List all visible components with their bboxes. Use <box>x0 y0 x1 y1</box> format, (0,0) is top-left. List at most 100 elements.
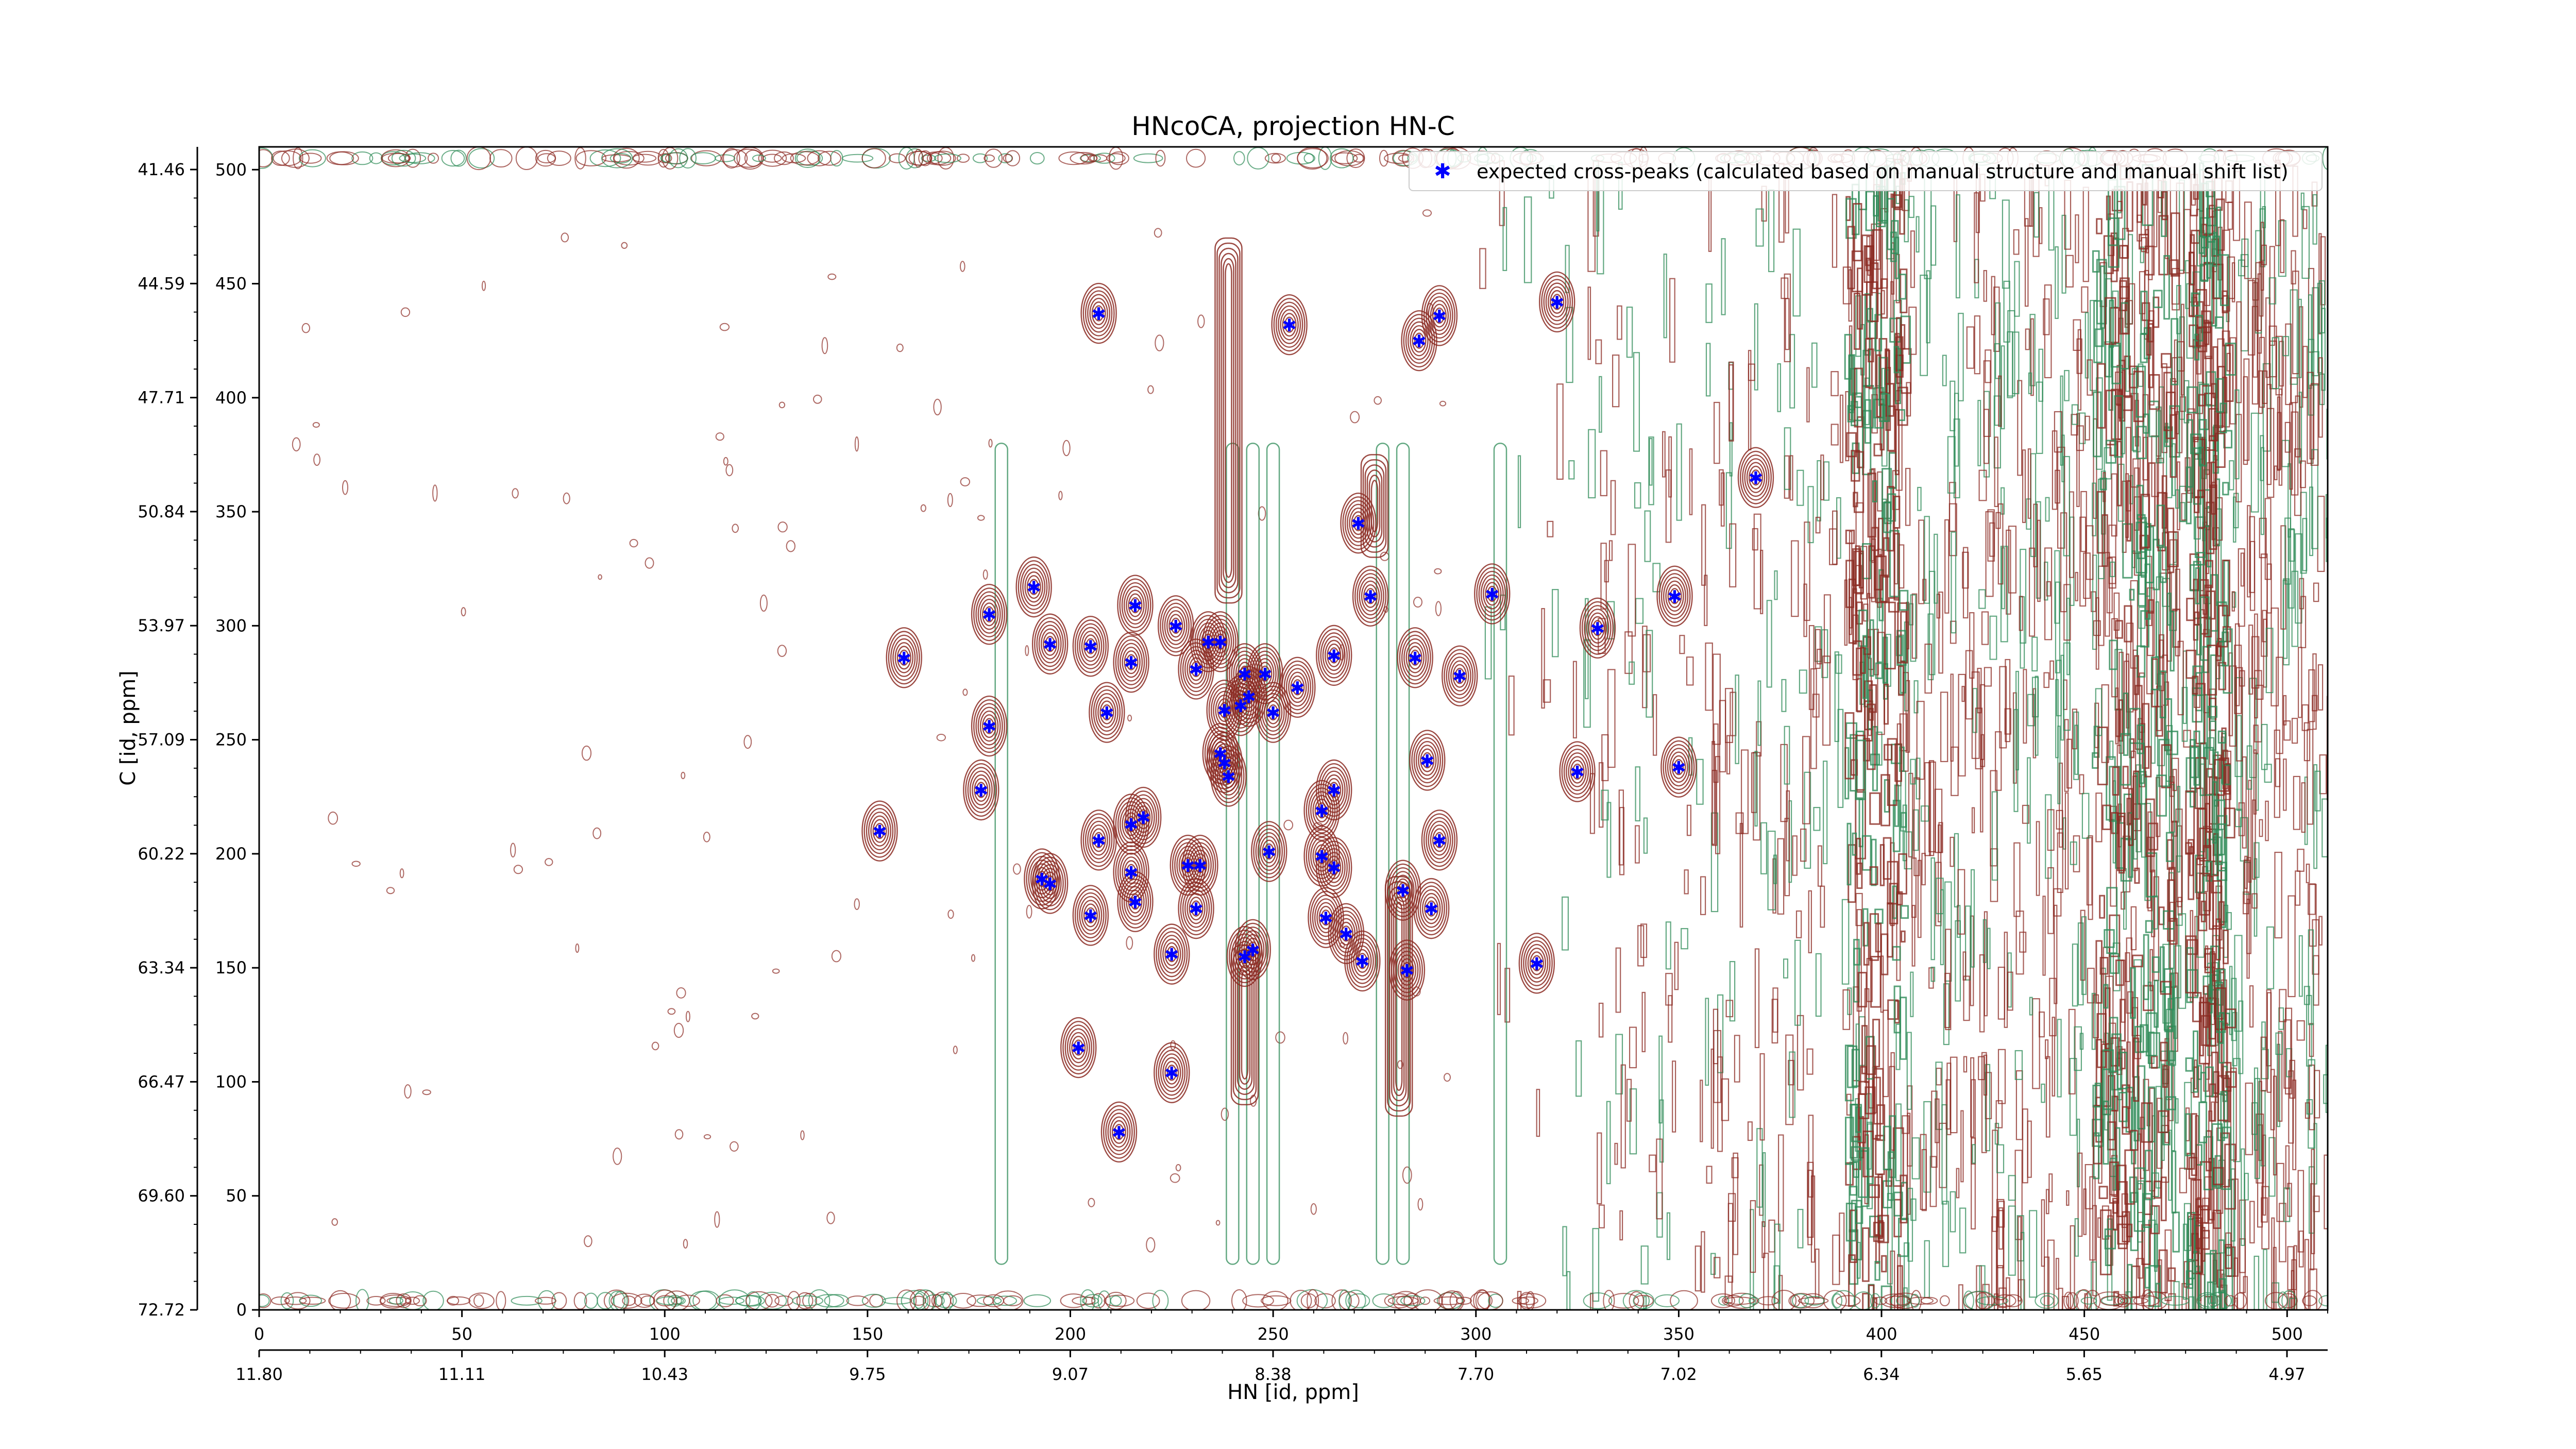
band-contour <box>2167 998 2176 1062</box>
speck-contour <box>725 464 734 477</box>
noise-contour <box>2295 533 2302 624</box>
noise-contour <box>2018 1216 2022 1302</box>
noise-contour <box>2272 337 2280 390</box>
edge-contour <box>1771 1290 1797 1310</box>
band-contour <box>2137 724 2145 754</box>
noise-contour <box>1755 208 1764 247</box>
speck-contour <box>947 909 954 919</box>
band-contour <box>2185 935 2197 993</box>
edge-contour <box>1384 1293 1413 1309</box>
contour-ring <box>1233 694 1248 718</box>
noise-contour <box>1665 973 1673 1006</box>
contour-ring <box>1111 1120 1126 1144</box>
noise-contour <box>1599 376 1602 433</box>
noise-contour <box>1971 1079 1976 1165</box>
noise-contour <box>2251 636 2260 689</box>
noise-contour <box>1979 954 1985 1033</box>
contour-ring <box>1213 690 1236 730</box>
contour-blob <box>1401 310 1437 372</box>
edge-contour <box>1089 154 1108 162</box>
contour-ring <box>1550 290 1565 314</box>
cross-peak-marker: ✱ <box>1671 758 1686 779</box>
edge-contour <box>2114 1294 2131 1308</box>
band-contour <box>2119 245 2128 259</box>
cross-peak-marker: ✱ <box>1420 751 1435 772</box>
contour-ring <box>1357 573 1384 619</box>
contour-ring <box>1154 1042 1190 1103</box>
contour-ring <box>1089 824 1108 856</box>
speck-contour <box>328 811 338 825</box>
speck-contour <box>1127 714 1132 722</box>
noise-contour <box>1568 460 1575 480</box>
noise-contour <box>2043 298 2050 335</box>
noise-contour <box>2106 557 2113 614</box>
noise-contour <box>2172 268 2180 311</box>
x-ppm-tick-label: 4.97 <box>2268 1364 2305 1384</box>
noise-contour <box>1832 510 1838 565</box>
contour-ring <box>1083 634 1098 659</box>
edge-contour <box>355 1289 369 1310</box>
band-contour <box>1893 533 1900 601</box>
noise-contour <box>1629 661 1635 685</box>
noise-contour <box>1601 789 1609 821</box>
contour-ring <box>1327 643 1342 667</box>
edge-contour <box>1449 1291 1464 1310</box>
contour-ring <box>1069 1032 1088 1064</box>
edge-contour <box>1060 1293 1087 1308</box>
noise-contour <box>2066 738 2072 789</box>
edge-contour <box>280 1292 294 1309</box>
band-contour <box>1846 822 1852 886</box>
contour-ring <box>1083 903 1098 928</box>
noise-contour <box>2234 645 2242 714</box>
noise-contour <box>1808 1115 1814 1198</box>
noise-contour <box>1705 283 1713 323</box>
band-contour <box>1880 774 1890 827</box>
band-contour <box>2151 1055 2158 1069</box>
edge-contour <box>259 1294 270 1307</box>
contour-ring <box>1089 297 1108 329</box>
noise-contour <box>2041 1083 2045 1103</box>
noise-contour <box>1595 339 1602 364</box>
contour-ring <box>1395 951 1419 990</box>
noise-contour <box>1807 486 1814 544</box>
cross-peak-marker: ✱ <box>1432 831 1447 851</box>
speck-contour <box>971 954 976 962</box>
edge-contour <box>2035 1292 2059 1309</box>
noise-contour <box>2313 764 2317 869</box>
contour-ring <box>1412 329 1427 353</box>
contour-ring <box>1074 619 1107 673</box>
contour-ring <box>1122 856 1141 888</box>
band-contour <box>1852 588 1857 645</box>
contour-ring <box>1332 911 1360 957</box>
noise-contour <box>1508 675 1515 736</box>
noise-contour <box>1726 735 1731 774</box>
noise-contour <box>1600 450 1608 497</box>
noise-contour <box>1725 688 1733 743</box>
band-contour <box>2209 875 2214 930</box>
noise-contour <box>1917 860 1922 938</box>
band-contour <box>2161 353 2172 368</box>
edge-contour <box>1438 1292 1458 1310</box>
speck-contour <box>1413 597 1422 608</box>
cross-peak-marker: ✱ <box>1233 696 1248 717</box>
contour-ring <box>1219 702 1230 718</box>
noise-contour <box>1978 589 1986 609</box>
band-contour <box>2190 739 2196 808</box>
edge-contour <box>2040 1295 2054 1306</box>
noise-contour <box>2253 842 2260 878</box>
edge-contour <box>589 149 621 167</box>
noise-contour <box>2307 372 2314 464</box>
cross-peak-marker: ✱ <box>1213 744 1228 765</box>
contour-ring <box>1543 279 1571 325</box>
noise-contour <box>2306 863 2310 883</box>
contour-ring <box>975 703 1003 749</box>
cross-peak-marker: ✱ <box>1168 616 1183 637</box>
edge-contour <box>422 1290 444 1310</box>
noise-contour <box>2262 610 2267 643</box>
edge-contour <box>1832 1293 1843 1308</box>
edge-contour <box>450 149 467 167</box>
noise-contour <box>1911 857 1917 918</box>
contour-ring <box>1426 292 1453 339</box>
contour-ring <box>1158 1050 1186 1096</box>
contour-ring <box>874 822 885 839</box>
